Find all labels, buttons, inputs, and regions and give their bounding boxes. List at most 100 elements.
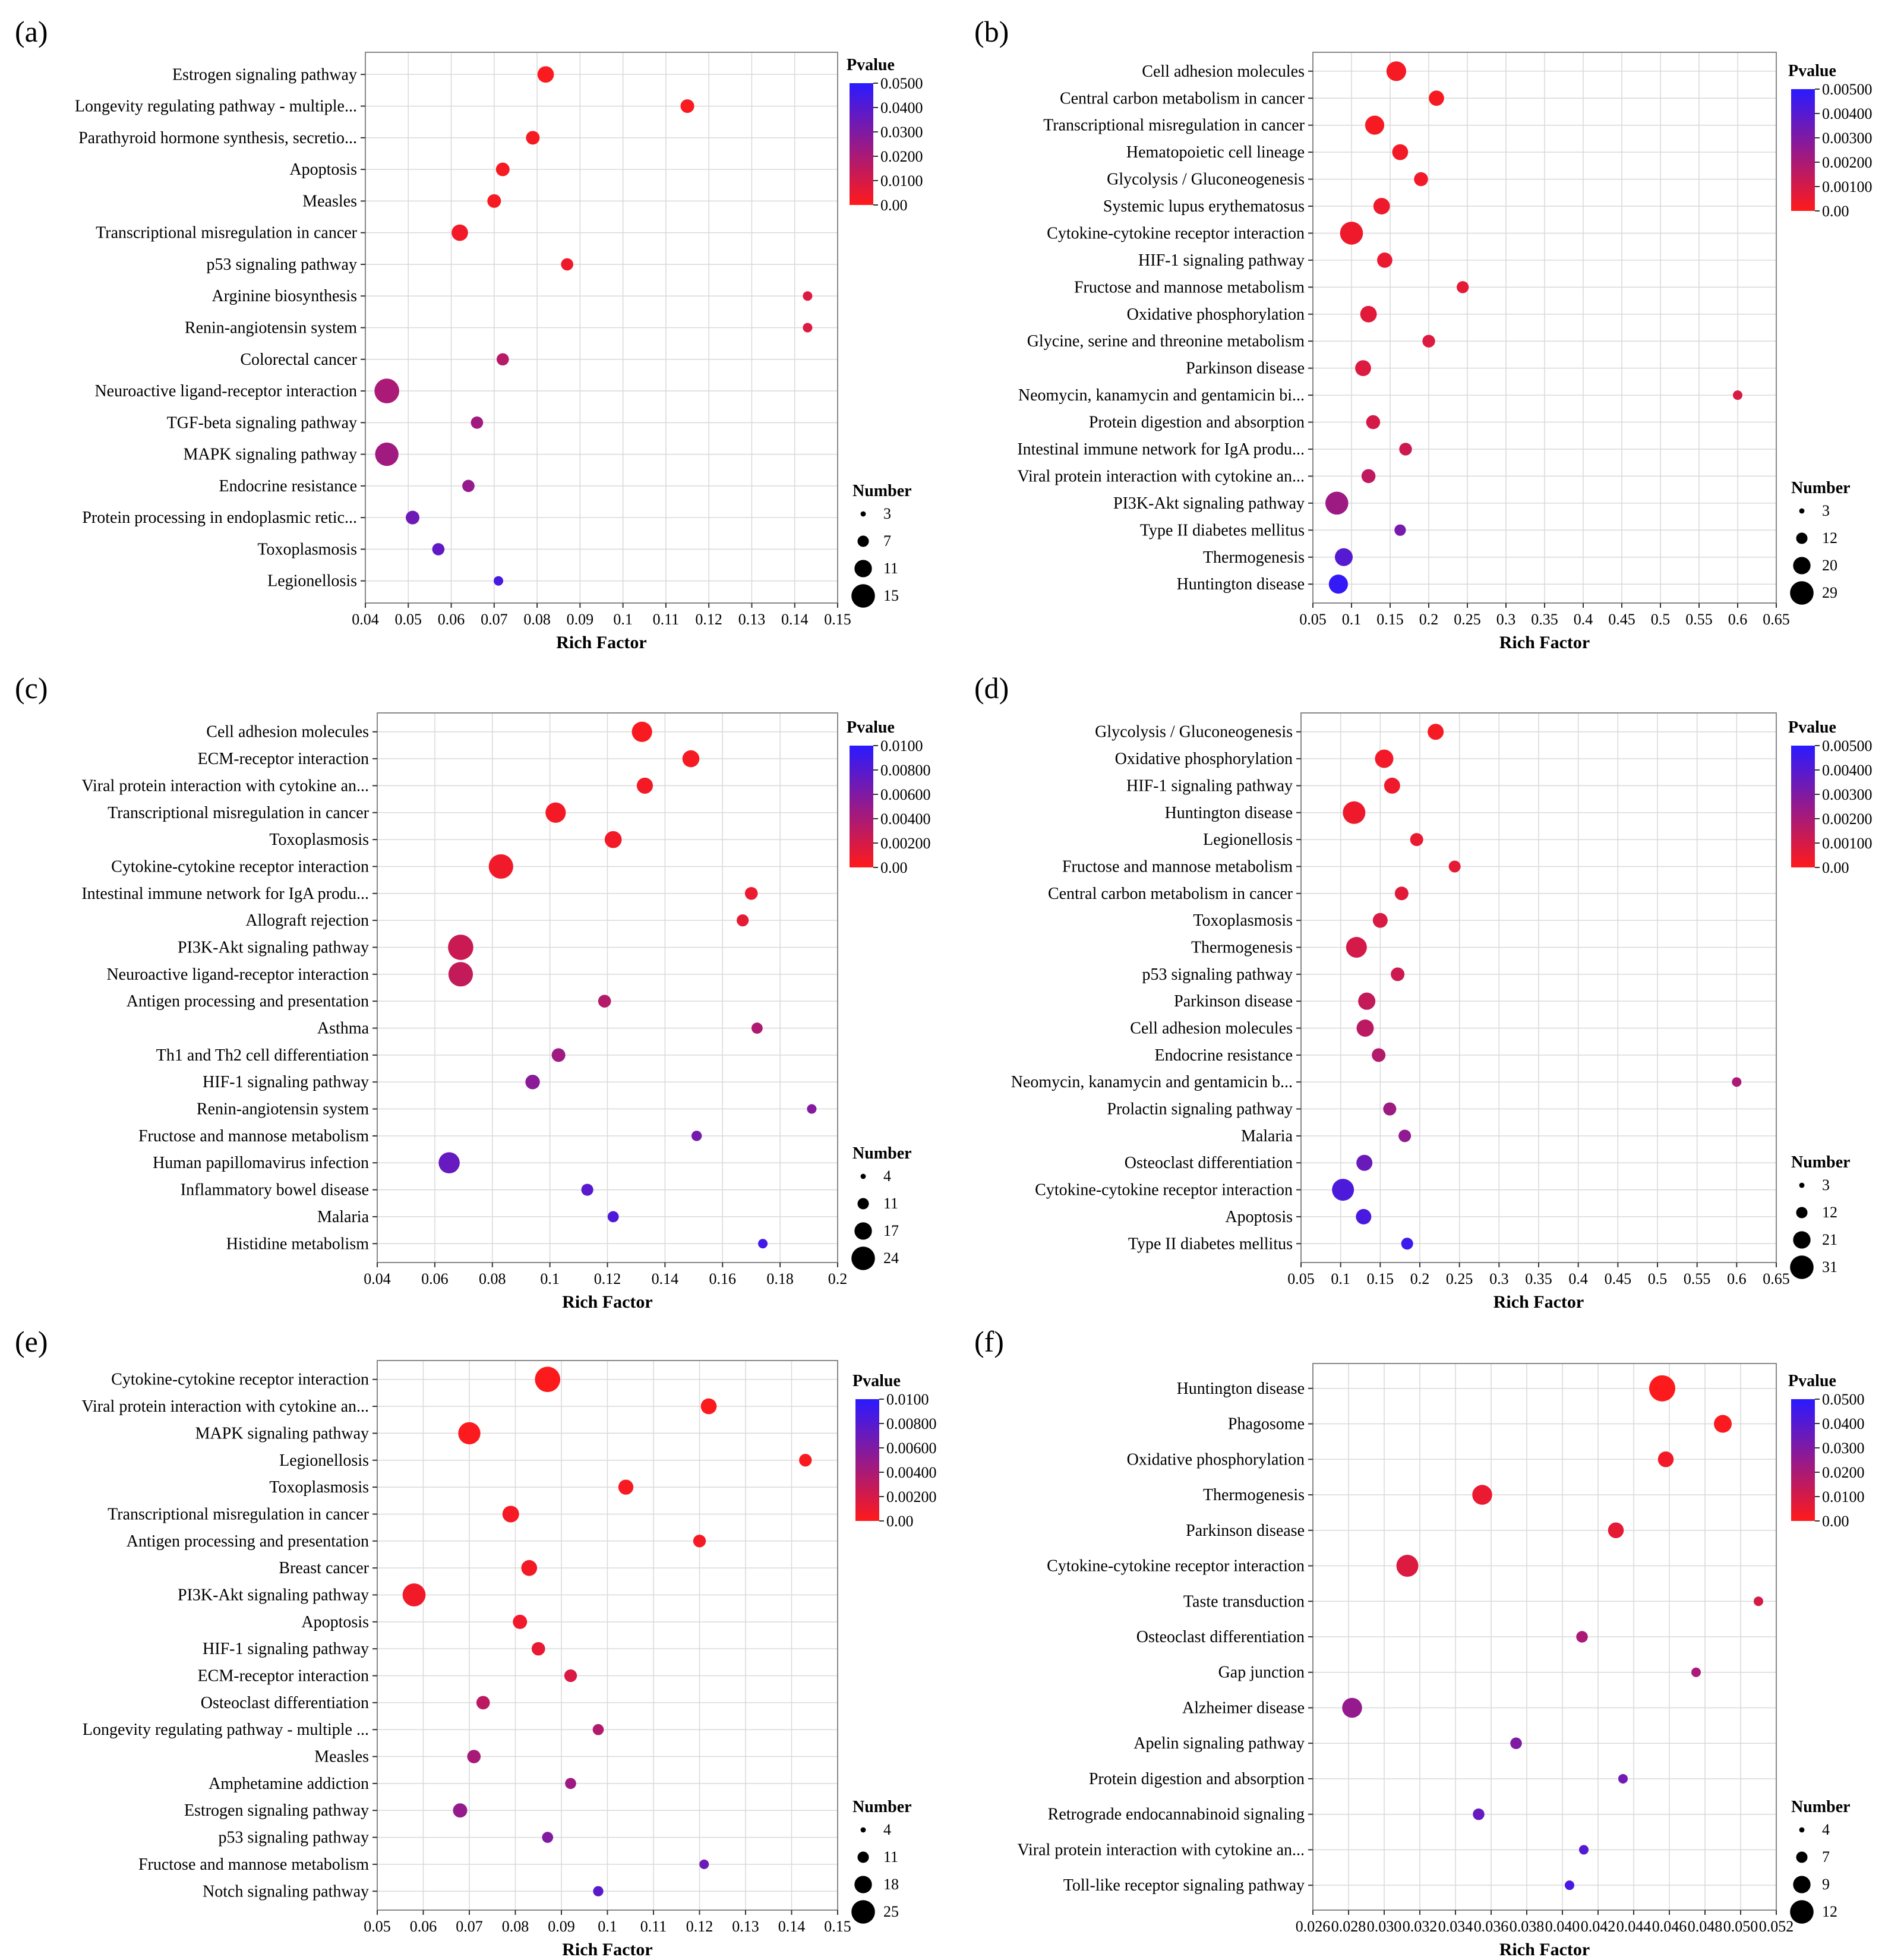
data-point [1372, 913, 1388, 928]
x-axis-title: Rich Factor [1493, 1292, 1584, 1312]
category-label: Huntington disease [1165, 804, 1293, 822]
pvalue-tick-label: 0.0500 [880, 75, 923, 92]
data-point [1375, 749, 1394, 768]
x-tick-label: 0.2 [1419, 611, 1439, 628]
x-tick-label: 0.13 [738, 611, 766, 628]
category-label: Toll-like receptor signaling pathway [1063, 1876, 1305, 1895]
data-point [1429, 90, 1444, 106]
number-legend-title: Number [1791, 1153, 1851, 1172]
data-point [1365, 115, 1385, 135]
number-legend-dot [857, 1198, 869, 1210]
data-point [1356, 1154, 1373, 1171]
x-tick-label: 0.55 [1684, 1270, 1711, 1287]
pvalue-legend-title: Pvalue [1788, 62, 1836, 80]
category-label: Fructose and mannose metabolism [1074, 278, 1305, 296]
category-label: Apoptosis [289, 160, 357, 179]
panel-4: (d) Glycolysis / Gluconeogenesis Oxidative… [974, 671, 1873, 1312]
x-tick-label: 0.09 [548, 1918, 575, 1935]
pvalue-colorbar [855, 1399, 879, 1521]
category-label: Phagosome [1228, 1415, 1305, 1434]
data-point [502, 1505, 519, 1523]
x-axis-title: Rich Factor [1499, 633, 1590, 652]
category-label: Renin-angiotensin system [197, 1100, 369, 1119]
category-label: Human papillomavirus infection [153, 1154, 369, 1172]
x-tick-label: 0.038 [1510, 1918, 1545, 1935]
x-tick-label: 0.032 [1403, 1918, 1438, 1935]
x-tick-label: 0.042 [1581, 1918, 1616, 1935]
category-label: Cytokine-cytokine receptor interaction [111, 1371, 369, 1389]
x-tick-label: 0.07 [481, 611, 508, 628]
number-legend-label: 7 [883, 532, 891, 550]
category-label: Toxoplasmosis [269, 1478, 369, 1497]
panel-label: (c) [15, 671, 48, 705]
number-legend-label: 21 [1822, 1231, 1837, 1248]
data-point [1332, 1179, 1354, 1201]
number-legend-dot [1793, 557, 1811, 575]
data-point [1448, 860, 1461, 873]
data-point [467, 1750, 481, 1763]
data-point [682, 750, 700, 768]
number-legend-dot [860, 511, 866, 517]
pvalue-tick-label: 0.00200 [880, 835, 931, 852]
data-point [453, 1803, 468, 1818]
category-label: Antigen processing and presentation [127, 992, 369, 1011]
x-tick-label: 0.05 [364, 1918, 391, 1935]
category-label: Protein processing in endoplasmic retic.… [82, 509, 357, 527]
category-label: Longevity regulating pathway - multiple.… [75, 97, 357, 116]
category-label: Oxidative phosphorylation [1115, 750, 1293, 768]
data-point [691, 1131, 702, 1141]
x-tick-label: 0.45 [1605, 1270, 1632, 1287]
data-point [1732, 1077, 1742, 1087]
pvalue-tick-label: 0.00100 [1822, 835, 1873, 852]
data-point [607, 1211, 619, 1223]
x-tick-label: 0.3 [1496, 611, 1516, 628]
x-tick-label: 0.11 [640, 1918, 667, 1935]
category-label: Parkinson disease [1174, 992, 1293, 1011]
category-label: Fructose and mannose metabolism [1062, 857, 1293, 876]
data-point [1618, 1773, 1628, 1784]
data-points [438, 721, 817, 1249]
x-tick-label: 0.06 [438, 611, 465, 628]
data-point [1398, 1129, 1412, 1142]
data-point [476, 1696, 490, 1710]
data-points [1325, 61, 1742, 594]
data-point [471, 416, 484, 429]
category-label: Thermogenesis [1203, 548, 1305, 567]
data-point [542, 1832, 554, 1843]
data-point [1422, 334, 1435, 348]
category-label: Transcriptional misregulation in cancer [108, 1505, 370, 1523]
data-point [432, 543, 445, 556]
category-label: Renin-angiotensin system [185, 319, 357, 337]
pvalue-tick-label: 0.0200 [880, 148, 923, 165]
pvalue-tick-label: 0.0200 [1822, 1464, 1865, 1481]
data-point [1510, 1737, 1522, 1749]
data-point [1473, 1808, 1485, 1820]
data-point [1394, 886, 1409, 901]
category-label: Estrogen signaling pathway [172, 65, 357, 84]
category-label: HIF-1 signaling pathway [1126, 777, 1293, 795]
pvalue-tick-label: 0.00100 [1822, 178, 1873, 195]
data-point [1386, 61, 1407, 81]
x-tick-label: 0.15 [824, 1918, 851, 1935]
x-tick-label: 0.5 [1651, 611, 1671, 628]
data-point [1565, 1880, 1574, 1890]
pvalue-tick-label: 0.0400 [880, 99, 923, 116]
x-tick-label: 0.35 [1525, 1270, 1552, 1287]
category-label: Intestinal immune network for IgA produ.… [1017, 440, 1305, 459]
category-label: ECM-receptor interaction [198, 1667, 369, 1686]
data-point [1657, 1451, 1674, 1467]
pvalue-colorbar [850, 746, 873, 867]
number-legend-dot [851, 584, 875, 608]
data-point [618, 1479, 634, 1495]
category-label: ECM-receptor interaction [198, 750, 369, 768]
data-point [1343, 801, 1366, 824]
number-legend-label: 4 [1822, 1821, 1830, 1838]
data-points [402, 1366, 812, 1896]
x-tick-label: 0.04 [364, 1270, 391, 1287]
x-tick-label: 0.25 [1454, 611, 1481, 628]
category-label: Legionellosis [279, 1451, 369, 1470]
data-point [1401, 1238, 1413, 1250]
data-point [1325, 491, 1349, 515]
x-tick-label: 0.028 [1331, 1918, 1366, 1935]
